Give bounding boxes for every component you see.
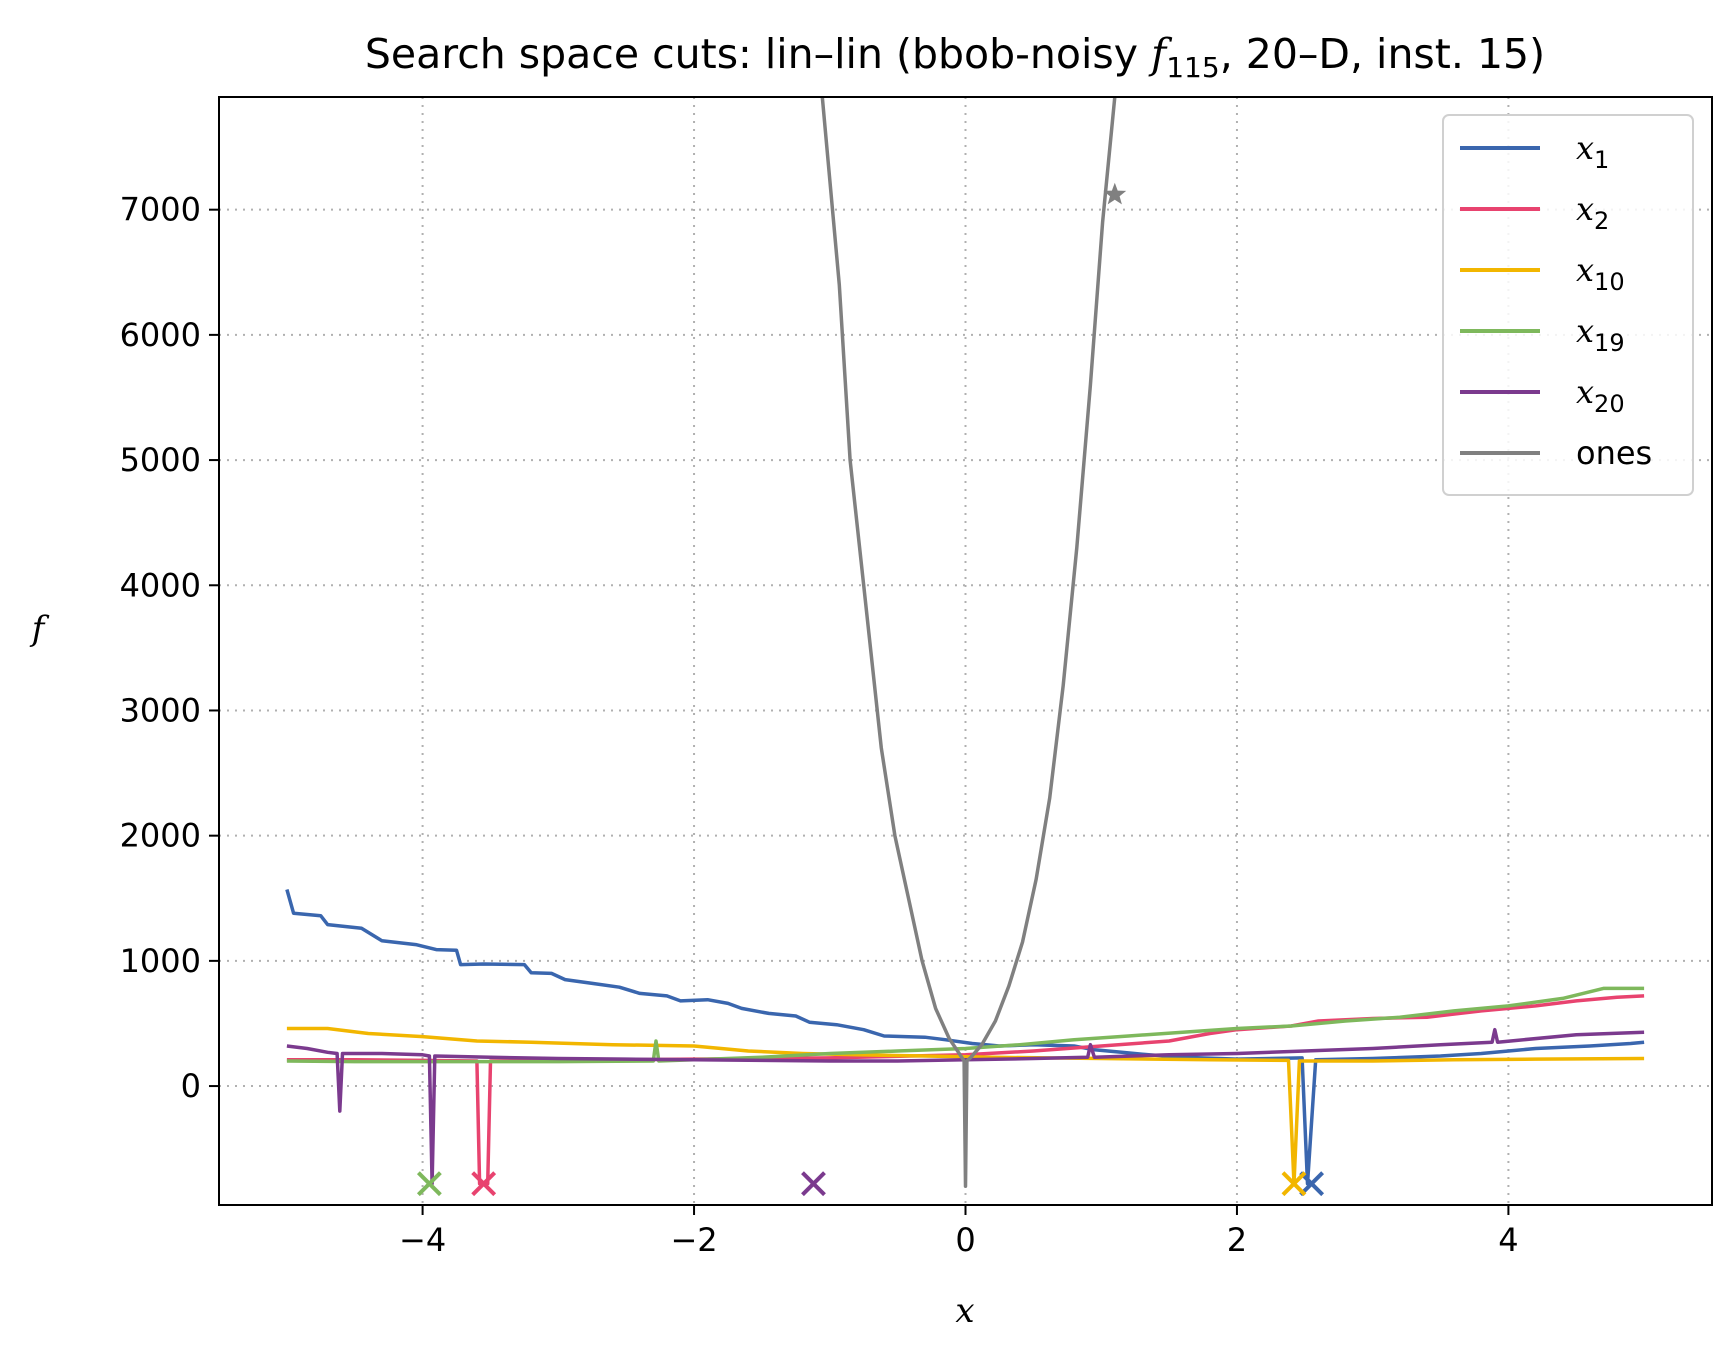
series-line-x20: [286, 1027, 1645, 1186]
series-line-x1: [285, 889, 1645, 1186]
x-tick-label-1: −2: [670, 1221, 717, 1259]
legend-label-ones: ones: [1576, 434, 1652, 472]
legend-label-x10: x10: [1576, 251, 1625, 296]
y-tick-label-5: 5000: [120, 441, 201, 479]
series-line-x2: [286, 994, 1645, 1186]
y-tick-label-7: 7000: [120, 191, 201, 229]
x-tick-label-4: 4: [1498, 1221, 1518, 1259]
legend-label-x20: x20: [1576, 373, 1625, 418]
y-tick-label-0: 0: [181, 1067, 201, 1105]
optimum-marker-x10: [1281, 1171, 1307, 1197]
y-tick-label-3: 3000: [120, 691, 201, 729]
x-tick-label-2: 0: [955, 1221, 975, 1259]
series-line-x10: [286, 1026, 1645, 1186]
legend: x1 x2 x10 x19 x20 ones: [1442, 114, 1694, 496]
optimum-marker-x2: [471, 1171, 497, 1197]
y-tick-label-1: 1000: [120, 942, 201, 980]
optimum-markers: [416, 182, 1325, 1197]
y-tick-label-4: 4000: [120, 566, 201, 604]
series-line-x19: [286, 986, 1645, 1064]
optimum-marker-x20: [801, 1171, 826, 1197]
grid-lines: [219, 97, 1712, 1205]
x-axis-label: x: [955, 1291, 974, 1331]
legend-box: [1442, 114, 1694, 496]
optimum-marker-x1: [1299, 1171, 1325, 1197]
x-tick-label-0: −4: [399, 1221, 446, 1259]
legend-label-x2: x2: [1576, 190, 1609, 235]
y-axis-ticks: 0 1000 2000 3000 4000 5000 6000 7000: [120, 191, 219, 1105]
y-tick-label-2: 2000: [120, 817, 201, 855]
x-tick-label-3: 2: [1227, 1221, 1247, 1259]
optimum-marker-x19: [416, 1171, 442, 1197]
chart-title-suffix: , 20–D, inst. 15): [1220, 30, 1545, 78]
y-tick-label-6: 6000: [120, 316, 201, 354]
chart-title: Search space cuts: lin–lin (bbob-noisy f…: [365, 30, 1545, 84]
x-axis-ticks: −4 −2 0 2 4: [399, 1205, 1519, 1259]
legend-label-x19: x19: [1576, 312, 1625, 357]
series-line-ones: [820, 97, 1117, 1188]
optimum-marker-ones: [1103, 182, 1127, 205]
chart-title-func-index: 115: [1166, 51, 1219, 84]
legend-label-x1: x1: [1576, 129, 1609, 174]
chart-title-prefix: Search space cuts: lin–lin (bbob-noisy: [365, 30, 1151, 78]
series-group: [285, 97, 1645, 1188]
y-axis-label: f: [29, 609, 50, 649]
